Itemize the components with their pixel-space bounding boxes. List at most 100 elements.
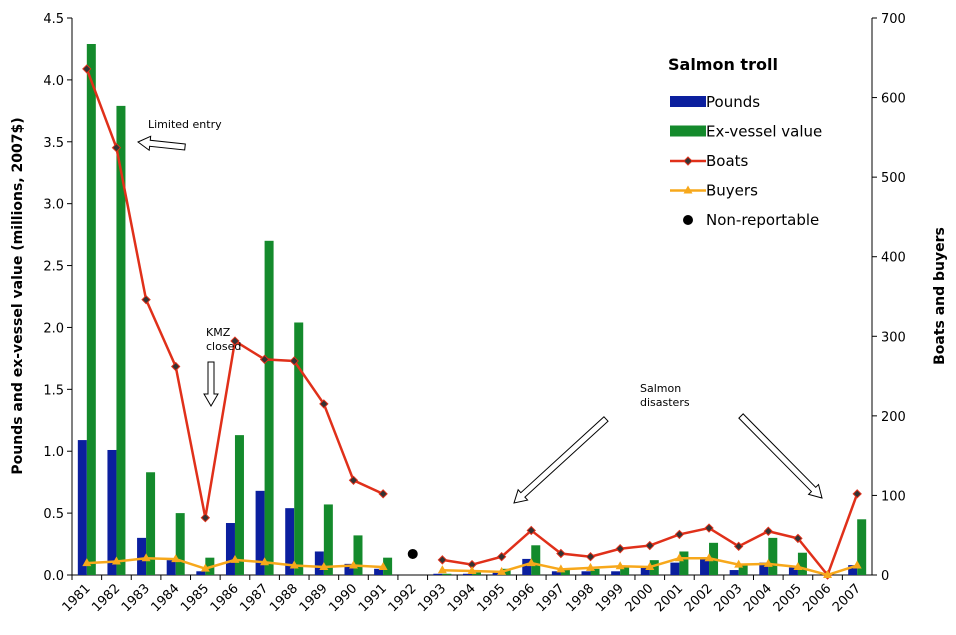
bar (344, 563, 354, 575)
y2-tick-label: 100 (881, 489, 906, 504)
line-marker (378, 489, 388, 499)
bar (857, 519, 867, 575)
bar (353, 535, 363, 575)
annotation-arrow (513, 416, 609, 504)
y-tick-label: 0.5 (43, 507, 64, 522)
x-tick-label: 1982 (89, 581, 123, 615)
line-marker (111, 556, 121, 565)
x-tick-label: 1996 (504, 581, 538, 615)
y-axis-title: Pounds and ex-vessel value (millions, 20… (10, 117, 26, 474)
y2-axis-title: Boats and buyers (932, 227, 948, 365)
line-marker (852, 560, 862, 569)
bar (797, 552, 807, 575)
legend-label: Boats (706, 152, 749, 170)
x-tick-label: 2007 (830, 581, 864, 615)
x-tick-label: 1998 (563, 581, 597, 615)
annotation-arrow (203, 361, 219, 407)
line-marker (437, 565, 447, 574)
x-tick-label: 1983 (119, 581, 153, 615)
legend-label: Buyers (706, 182, 758, 200)
line-marker (141, 553, 151, 562)
x-tick-label: 2000 (623, 581, 657, 615)
bar (225, 523, 235, 575)
legend-swatch (670, 96, 706, 107)
line-marker (645, 562, 655, 571)
bar (560, 568, 570, 575)
x-tick-label: 2001 (652, 581, 686, 615)
x-tick-label: 1985 (178, 581, 212, 615)
line-marker (734, 559, 744, 568)
bar (738, 565, 748, 575)
line-marker (793, 562, 803, 571)
line-marker (111, 142, 122, 153)
bar (611, 571, 621, 575)
x-tick-label: 2005 (771, 581, 805, 615)
y2-tick-label: 600 (881, 92, 906, 107)
x-tick-label: 1995 (474, 581, 508, 615)
bar (522, 558, 532, 575)
x-tick-label: 2003 (711, 581, 745, 615)
y2-tick-label: 400 (881, 251, 906, 266)
x-tick-label: 2002 (682, 581, 716, 615)
line-marker (289, 356, 299, 366)
line-marker (683, 185, 693, 194)
y-tick-label: 2.0 (43, 321, 64, 336)
bar (175, 513, 185, 575)
bar (234, 435, 244, 575)
bar (848, 565, 858, 575)
line-marker (645, 540, 655, 551)
x-tick-label: 1991 (356, 581, 390, 615)
bar (590, 568, 600, 575)
line-marker (526, 525, 536, 536)
line-marker (467, 566, 477, 575)
line-marker (733, 541, 744, 552)
y-tick-label: 4.5 (43, 12, 64, 27)
y-tick-label: 3.0 (43, 198, 64, 213)
annotation: KMZ (206, 326, 231, 339)
line-marker (674, 553, 684, 562)
bar (472, 572, 481, 575)
bar (137, 537, 147, 575)
y2-tick-label: 300 (881, 330, 906, 345)
line-marker (319, 562, 329, 571)
bar (640, 567, 650, 575)
bar (294, 322, 304, 575)
line-marker (556, 548, 566, 559)
bar (433, 573, 443, 575)
x-tick-label: 2006 (800, 581, 834, 615)
y-tick-label: 1.0 (43, 445, 64, 460)
legend-title: Salmon troll (668, 55, 778, 74)
line-marker (200, 513, 211, 523)
line-marker (704, 553, 714, 562)
bar (374, 568, 384, 575)
bar (166, 560, 176, 575)
x-tick-label: 1987 (237, 581, 271, 615)
line-marker (497, 566, 507, 575)
annotation-arrow (738, 413, 823, 499)
bar (196, 571, 206, 575)
bar (729, 570, 739, 575)
line-marker (289, 560, 299, 569)
line-marker (852, 489, 862, 499)
x-tick-label: 1993 (415, 581, 449, 615)
line-marker (170, 361, 181, 372)
bar (759, 562, 769, 575)
line-marker (319, 399, 329, 409)
y-tick-label: 0.0 (43, 569, 64, 584)
bar (116, 105, 126, 575)
line-marker (674, 529, 685, 540)
x-tick-label: 1986 (208, 581, 242, 615)
bar (383, 557, 393, 575)
y2-tick-label: 500 (881, 171, 906, 186)
bar (77, 440, 87, 575)
line-marker (171, 554, 181, 563)
line-marker (260, 557, 270, 566)
annotation: closed (206, 340, 241, 353)
bar (551, 571, 561, 575)
bar (146, 472, 156, 575)
bar (788, 567, 798, 575)
bar (581, 571, 591, 575)
x-tick-label: 1981 (60, 581, 94, 615)
bar (463, 573, 472, 575)
